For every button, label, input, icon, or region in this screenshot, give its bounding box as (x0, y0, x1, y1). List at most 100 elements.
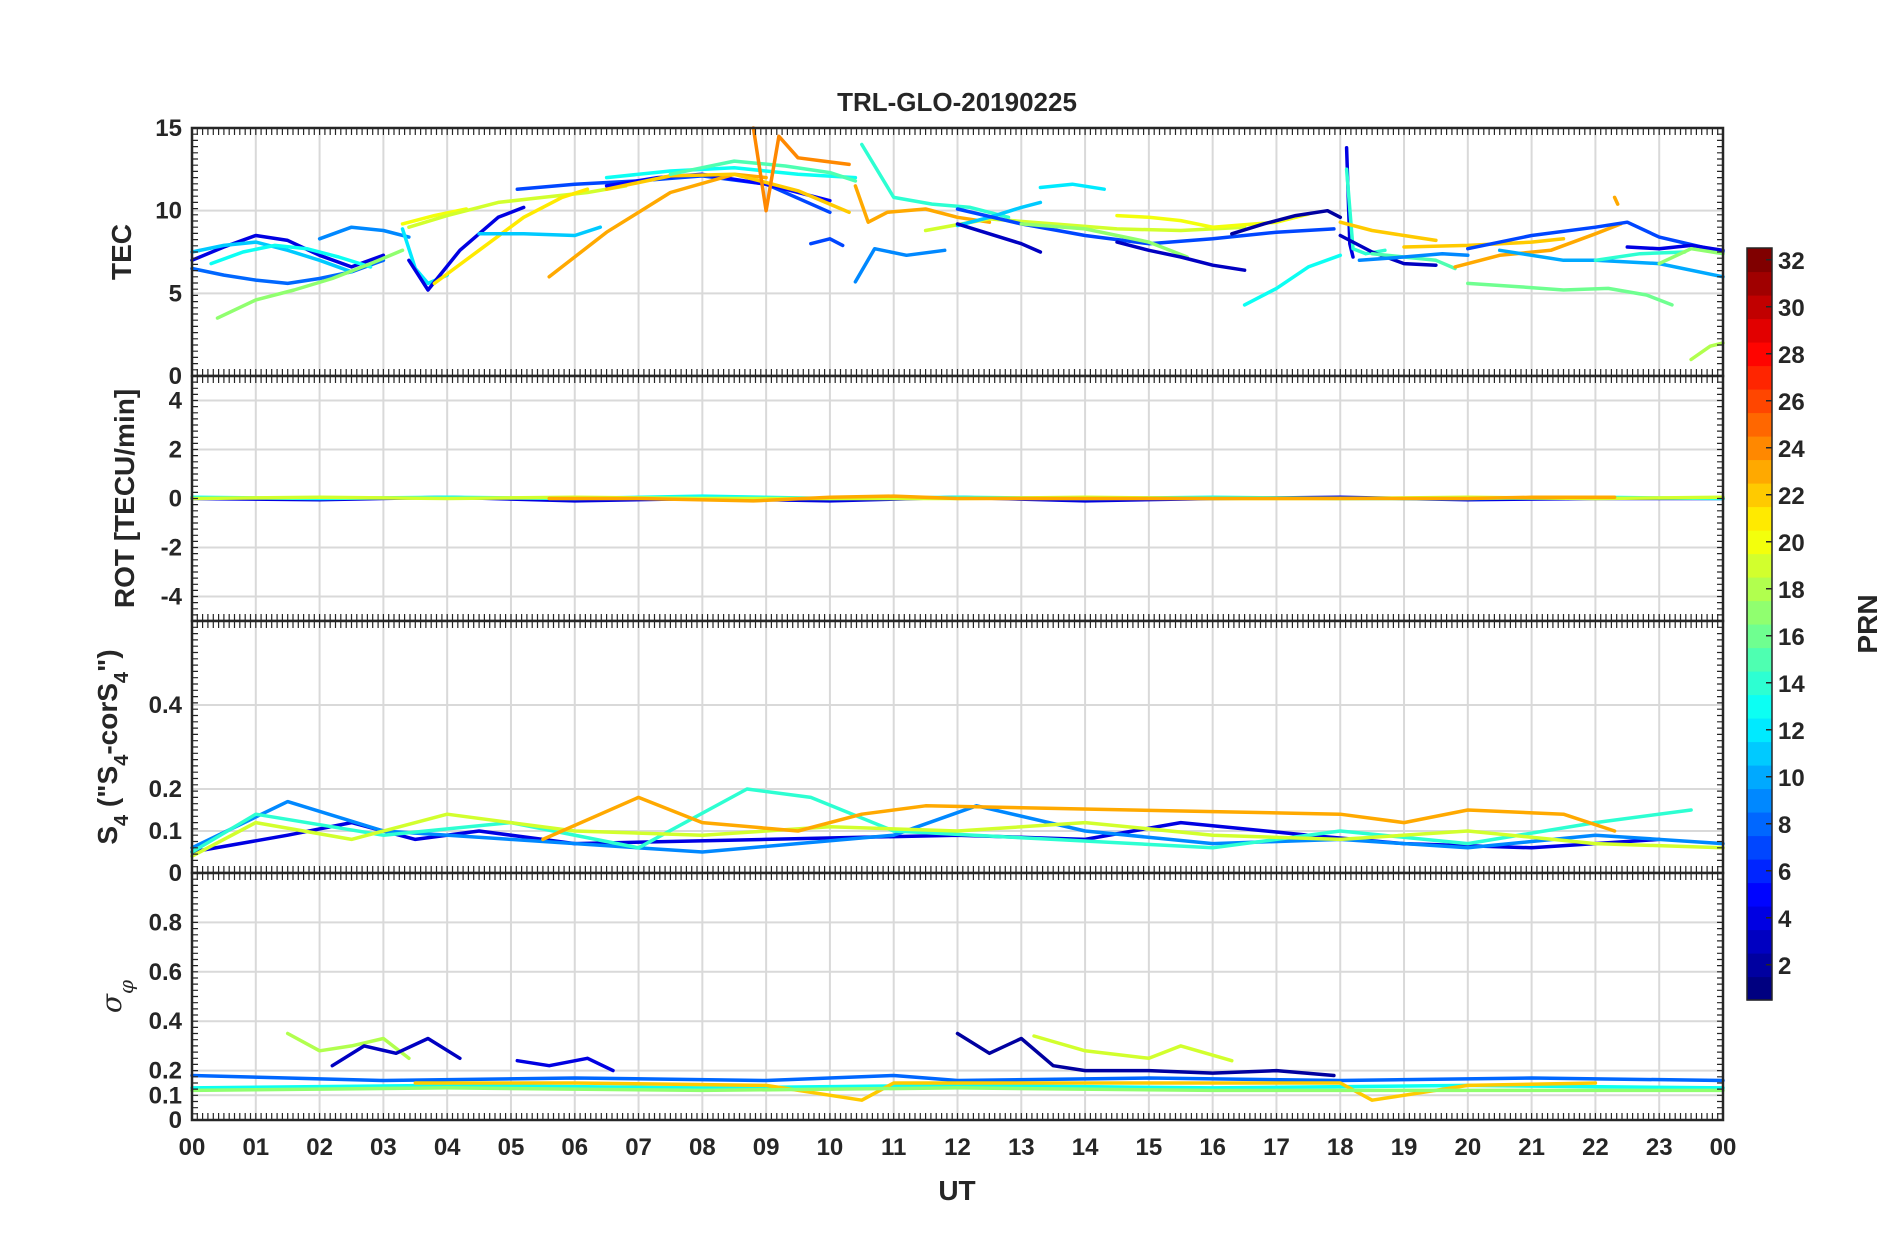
y-tick-label: 10 (155, 198, 182, 225)
x-tick-label: 20 (1454, 1134, 1481, 1161)
x-tick-label: 11 (881, 1134, 906, 1161)
colorbar-swatch (1747, 553, 1772, 578)
series-line-prn-2 (1230, 208, 1343, 236)
panel-3: 0 0.1 0.2 0.4 S4 ("S4-corS4") (92, 619, 1725, 887)
colorbar-swatch (1747, 365, 1772, 390)
series-line-prn-17 (1019, 222, 1189, 259)
series-line-prn-21 (432, 187, 590, 286)
colorbar-tick-label: 28 (1778, 342, 1805, 369)
series-line-prn-22 (413, 1081, 1598, 1102)
x-tick-label: 04 (434, 1134, 461, 1161)
series-line-prn-23 (853, 184, 992, 224)
y-axis-label: S4 ("S4-corS4") (92, 649, 133, 844)
y-tick-label: 0.2 (149, 776, 182, 803)
x-tick-label: 21 (1518, 1134, 1545, 1161)
series-line-prn-15 (1370, 251, 1457, 271)
colorbar-label: PRN (1852, 594, 1883, 653)
series-line-prn-3 (1115, 240, 1247, 272)
y-axis-label: σφ (95, 980, 138, 1013)
series-line-prn-7 (809, 237, 845, 248)
series-line-prn-23 (1612, 195, 1620, 206)
y-tick-label: 0.4 (149, 1008, 183, 1035)
y-tick-label: 4 (169, 388, 183, 415)
colorbar-swatch (1747, 318, 1772, 343)
series-line-prn-24 (751, 126, 851, 213)
y-tick-label: 0.8 (149, 909, 182, 936)
series-line-prn-11 (477, 225, 603, 238)
y-tick-label: 5 (169, 280, 182, 307)
series-line-prn-4 (1625, 243, 1725, 253)
colorbar-tick-label: 30 (1778, 295, 1805, 322)
series-line-prn-23 (541, 795, 1617, 842)
colorbar-swatch (1747, 694, 1772, 719)
y-tick-label: -4 (161, 584, 183, 611)
series-line-prn-14 (860, 142, 1011, 220)
series-line-prn-23 (547, 494, 1617, 503)
y-tick-label: 0 (169, 486, 182, 513)
x-tick-label: 12 (944, 1134, 971, 1161)
series-line-prn-17 (190, 1086, 1725, 1093)
colorbar-swatch (1747, 459, 1772, 484)
series-line-prn-18 (285, 1031, 411, 1061)
y-tick-label: 0.1 (149, 1082, 182, 1109)
colorbar-tick-label: 26 (1778, 389, 1805, 416)
series-line-prn-4 (407, 205, 526, 292)
series-line-prn-16 (1466, 281, 1674, 307)
series-line-prn-14 (1593, 250, 1687, 263)
colorbar-swatch (1747, 882, 1772, 907)
y-tick-label: 2 (169, 437, 182, 464)
x-tick-label: 18 (1327, 1134, 1354, 1161)
colorbar-tick-label: 18 (1778, 577, 1805, 604)
colorbar-tick-label: 14 (1778, 671, 1805, 698)
series-line-prn-23 (1453, 222, 1623, 269)
x-tick-label: 02 (306, 1134, 333, 1161)
series-line-prn-17 (215, 248, 405, 320)
y-tick-label: -2 (161, 535, 182, 562)
y-tick-label: 15 (155, 115, 182, 142)
colorbar-swatch (1747, 271, 1772, 296)
panel-4: 00.10.2 0.4 0.6 0.8 σφ 00 01 02 03 04 05 06 07 08 09 10… (95, 871, 1736, 1161)
y-tick-label: 0.6 (149, 959, 182, 986)
x-tick-label: 23 (1646, 1134, 1673, 1161)
x-tick-label: 13 (1008, 1134, 1035, 1161)
series-line-prn-19 (1032, 1034, 1234, 1063)
series-line-prn-7 (1466, 220, 1725, 254)
x-tick-label: 00 (179, 1134, 206, 1161)
series-line-prn-13 (604, 165, 858, 180)
series-line-prn-17 (1657, 246, 1725, 266)
colorbar-tick-label: 8 (1778, 812, 1791, 839)
colorbar-tick-label: 16 (1778, 624, 1805, 651)
x-tick-label: 16 (1199, 1134, 1226, 1161)
x-tick-label: 05 (498, 1134, 525, 1161)
x-tick-label: 17 (1263, 1134, 1290, 1161)
series-line-prn-3 (955, 222, 1043, 254)
colorbar-tick-label: 10 (1778, 765, 1805, 792)
colorbar-tick-label: 24 (1778, 436, 1805, 463)
series-line-prn-20 (400, 207, 469, 226)
colorbar-swatch (1747, 929, 1772, 954)
x-tick-label: 09 (753, 1134, 780, 1161)
colorbar-frame (1746, 247, 1773, 1001)
colorbar-swatch (1747, 506, 1772, 531)
colorbar-tick-label: 12 (1778, 718, 1805, 745)
x-tick-label: 14 (1072, 1134, 1099, 1161)
x-tick-label: 08 (689, 1134, 716, 1161)
series-line-prn-13 (1242, 253, 1343, 307)
x-tick-label: 06 (561, 1134, 588, 1161)
series-line-prn-13 (209, 243, 373, 269)
y-axis-label: ROT [TECU/min] (109, 389, 140, 608)
colorbar-tick-label: 2 (1778, 953, 1791, 980)
series-line-prn-19 (190, 812, 1725, 858)
x-tick-label: 03 (370, 1134, 397, 1161)
series-line-prn-22 (1338, 220, 1438, 243)
series-line-prn-9 (853, 246, 947, 284)
series-line-prn-11 (955, 200, 1043, 228)
colorbar-swatch (1747, 976, 1772, 1001)
x-tick-label: 19 (1391, 1134, 1418, 1161)
x-tick-label: 01 (242, 1134, 269, 1161)
colorbar-swatch (1747, 412, 1772, 437)
series-line-prn-4 (515, 1056, 615, 1073)
